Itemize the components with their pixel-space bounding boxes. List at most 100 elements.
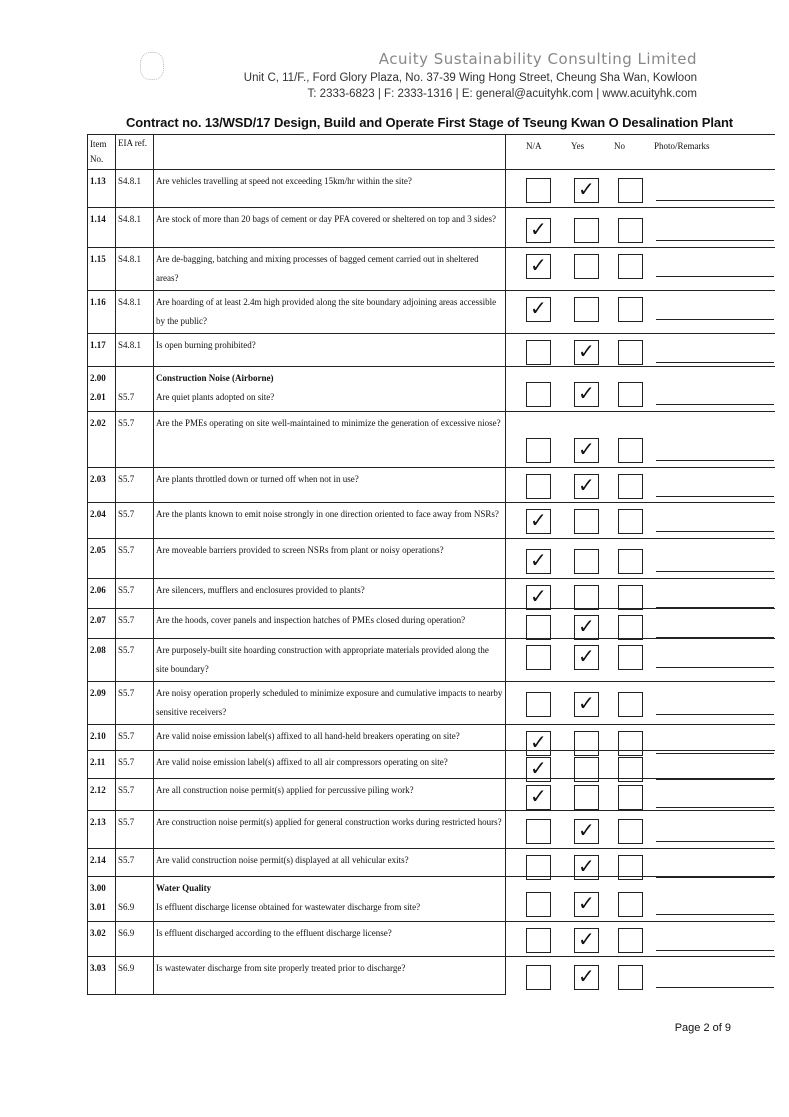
item-description: Is effluent discharged according to the … — [156, 928, 392, 938]
page-number: Page 2 of 9 — [674, 1022, 731, 1034]
checkbox-na[interactable]: ✓ — [526, 548, 551, 574]
checkbox-yes[interactable] — [574, 218, 599, 243]
section-number: 3.00 — [90, 883, 106, 893]
response-cell: ✓ — [505, 207, 775, 248]
remarks-line[interactable] — [656, 404, 774, 405]
remarks-line[interactable] — [656, 240, 774, 241]
checkbox-no[interactable] — [618, 585, 643, 610]
checkbox-yes[interactable]: ✓ — [574, 473, 599, 499]
checkbox-no[interactable] — [618, 819, 643, 844]
tick-mark-icon: ✓ — [530, 253, 547, 277]
response-cell: ✓ — [505, 467, 775, 503]
checkbox-no[interactable] — [618, 438, 643, 463]
header-remarks: Photo/Remarks — [654, 141, 710, 151]
tick-mark-icon: ✓ — [578, 891, 595, 915]
remarks-line[interactable] — [656, 496, 774, 497]
checkbox-yes[interactable]: ✓ — [574, 177, 599, 203]
checkbox-na[interactable] — [526, 474, 551, 499]
checkbox-no[interactable] — [618, 692, 643, 717]
remarks-line[interactable] — [656, 571, 774, 572]
eia-ref: S6.9 — [118, 963, 135, 973]
checkbox-na[interactable]: ✓ — [526, 508, 551, 534]
checkbox-na[interactable]: ✓ — [526, 296, 551, 322]
checkbox-no[interactable] — [618, 474, 643, 499]
checkbox-yes[interactable]: ✓ — [574, 691, 599, 717]
checkbox-yes[interactable]: ✓ — [574, 644, 599, 670]
remarks-line[interactable] — [656, 319, 774, 320]
checkbox-yes[interactable]: ✓ — [574, 818, 599, 844]
checkbox-na[interactable] — [526, 438, 551, 463]
checkbox-no[interactable] — [618, 965, 643, 990]
remarks-line[interactable] — [656, 807, 774, 808]
checkbox-no[interactable] — [618, 178, 643, 203]
item-description: Are moveable barriers provided to screen… — [156, 545, 444, 555]
checkbox-yes[interactable] — [574, 549, 599, 574]
item-description: Are quiet plants adopted on site? — [156, 392, 275, 402]
remarks-line[interactable] — [656, 714, 774, 715]
checkbox-yes[interactable]: ✓ — [574, 437, 599, 463]
checkbox-no[interactable] — [618, 645, 643, 670]
checkbox-yes[interactable] — [574, 254, 599, 279]
table-row: 2.13 S5.7 Are construction noise permit(s)… — [87, 810, 775, 849]
checkbox-no[interactable] — [618, 340, 643, 365]
checkbox-na[interactable] — [526, 615, 551, 640]
checkbox-na[interactable] — [526, 645, 551, 670]
table-row: 2.09 S5.7 Are noisy operation properly sch… — [87, 681, 775, 725]
checkbox-na[interactable] — [526, 892, 551, 917]
checkbox-na[interactable]: ✓ — [526, 217, 551, 243]
remarks-line[interactable] — [656, 667, 774, 668]
remarks-line[interactable] — [656, 841, 774, 842]
checkbox-yes[interactable]: ✓ — [574, 891, 599, 917]
response-cell: ✓ — [505, 724, 775, 756]
checkbox-na[interactable]: ✓ — [526, 584, 551, 610]
remarks-line[interactable] — [656, 950, 774, 951]
checkbox-yes[interactable] — [574, 509, 599, 534]
remarks-line[interactable] — [656, 637, 774, 638]
checkbox-yes[interactable] — [574, 785, 599, 810]
checkbox-no[interactable] — [618, 382, 643, 407]
table-header-row: Item No. EIA ref. N/A Yes No Photo/Remar… — [87, 134, 775, 170]
checkbox-na[interactable] — [526, 340, 551, 365]
checkbox-na[interactable]: ✓ — [526, 784, 551, 810]
item-description: Are stock of more than 20 bags of cement… — [156, 214, 496, 224]
checkbox-yes[interactable] — [574, 585, 599, 610]
remarks-line[interactable] — [656, 531, 774, 532]
checkbox-yes[interactable]: ✓ — [574, 339, 599, 365]
checkbox-na[interactable] — [526, 965, 551, 990]
remarks-line[interactable] — [656, 914, 774, 915]
checkbox-no[interactable] — [618, 549, 643, 574]
checkbox-yes[interactable]: ✓ — [574, 927, 599, 953]
checkbox-yes[interactable] — [574, 297, 599, 322]
remarks-line[interactable] — [656, 607, 774, 608]
eia-ref: S4.8.1 — [118, 176, 142, 186]
checkbox-no[interactable] — [618, 785, 643, 810]
item-description: Are silencers, mufflers and enclosures p… — [156, 585, 365, 595]
eia-ref: S6.9 — [118, 928, 135, 938]
checkbox-no[interactable] — [618, 509, 643, 534]
checkbox-yes[interactable]: ✓ — [574, 614, 599, 640]
checkbox-no[interactable] — [618, 892, 643, 917]
checkbox-na[interactable] — [526, 819, 551, 844]
remarks-line[interactable] — [656, 460, 774, 461]
checkbox-na[interactable] — [526, 178, 551, 203]
header-item: Item No. — [87, 134, 116, 170]
checkbox-yes[interactable]: ✓ — [574, 381, 599, 407]
checkbox-no[interactable] — [618, 615, 643, 640]
checkbox-no[interactable] — [618, 254, 643, 279]
eia-ref: S5.7 — [118, 731, 135, 741]
tick-mark-icon: ✓ — [530, 584, 547, 608]
remarks-line[interactable] — [656, 200, 774, 201]
checkbox-yes[interactable]: ✓ — [574, 964, 599, 990]
remarks-line[interactable] — [656, 987, 774, 988]
checkbox-na[interactable] — [526, 382, 551, 407]
checkbox-no[interactable] — [618, 218, 643, 243]
table-row: 2.03 S5.7 Are plants throttled down or tur… — [87, 467, 775, 503]
checkbox-no[interactable] — [618, 297, 643, 322]
item-description: Are plants throttled down or turned off … — [156, 474, 359, 484]
checkbox-na[interactable] — [526, 928, 551, 953]
remarks-line[interactable] — [656, 276, 774, 277]
remarks-line[interactable] — [656, 362, 774, 363]
checkbox-na[interactable]: ✓ — [526, 253, 551, 279]
checkbox-na[interactable] — [526, 692, 551, 717]
checkbox-no[interactable] — [618, 928, 643, 953]
